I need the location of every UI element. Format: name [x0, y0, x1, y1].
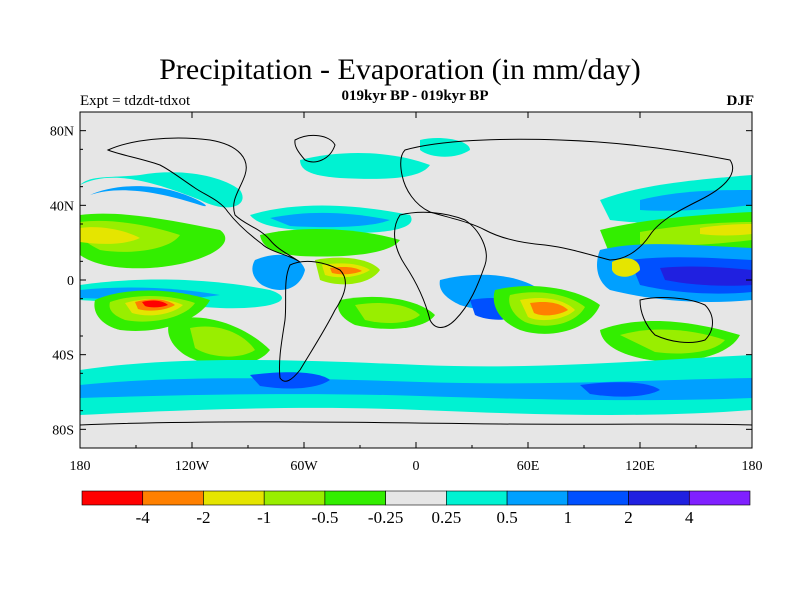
colorbar-swatch	[263, 490, 326, 506]
colorbar-label: -2	[196, 508, 210, 527]
colorbar-label: -0.5	[311, 508, 338, 527]
chart-subtitle: 019kyr BP - 019kyr BP	[341, 88, 489, 104]
lat-tick-label: 40S	[52, 349, 74, 364]
lat-tick-label: 80N	[50, 125, 74, 140]
lat-tick-label: 40N	[50, 199, 74, 214]
colorbar-label: -1	[257, 508, 271, 527]
colorbar-swatch	[506, 490, 569, 506]
lon-tick-label: 60E	[517, 459, 540, 474]
colorbar-swatch	[628, 490, 690, 506]
colorbar-label: 2	[624, 508, 633, 527]
field-contours	[80, 138, 752, 415]
colorbar-swatch	[142, 490, 204, 506]
colorbar-swatch	[688, 490, 751, 506]
lon-tick-label: 0	[413, 459, 420, 474]
colorbar-label: -0.25	[368, 508, 403, 527]
lon-tick-label: 120W	[175, 459, 210, 474]
colorbar-swatch	[567, 490, 629, 506]
colorbar-label: 0.5	[496, 508, 517, 527]
colorbar-swatch	[385, 490, 447, 506]
lon-tick-label: 180	[70, 459, 91, 474]
colorbar-label: 1	[564, 508, 573, 527]
colorbar-label: -4	[136, 508, 151, 527]
lat-tick-label: 0	[67, 274, 74, 289]
colorbar-swatch	[203, 490, 265, 506]
lat-tick-label: 80S	[52, 423, 74, 438]
coastlines	[80, 134, 752, 426]
colorbar: -4 -2 -1 -0.5 -0.25 0.25 0.5 1 2 4	[81, 490, 751, 527]
colorbar-swatch	[324, 490, 386, 506]
lon-tick-label: 60W	[290, 459, 318, 474]
colorbar-swatch	[81, 490, 144, 506]
season-label: DJF	[726, 93, 755, 109]
colorbar-label: 4	[685, 508, 694, 527]
axis-ticks: 80N 40N 0 40S 80S 180 120W 60W 0 60E 120E 180	[50, 111, 763, 474]
colorbar-label: 0.25	[431, 508, 461, 527]
chart-title: Precipitation - Evaporation (in mm/day)	[159, 53, 641, 86]
experiment-label: Expt = tdzdt-tdxot	[80, 93, 191, 109]
lon-tick-label: 180	[742, 459, 763, 474]
lon-tick-label: 120E	[625, 459, 655, 474]
colorbar-swatch	[446, 490, 508, 506]
